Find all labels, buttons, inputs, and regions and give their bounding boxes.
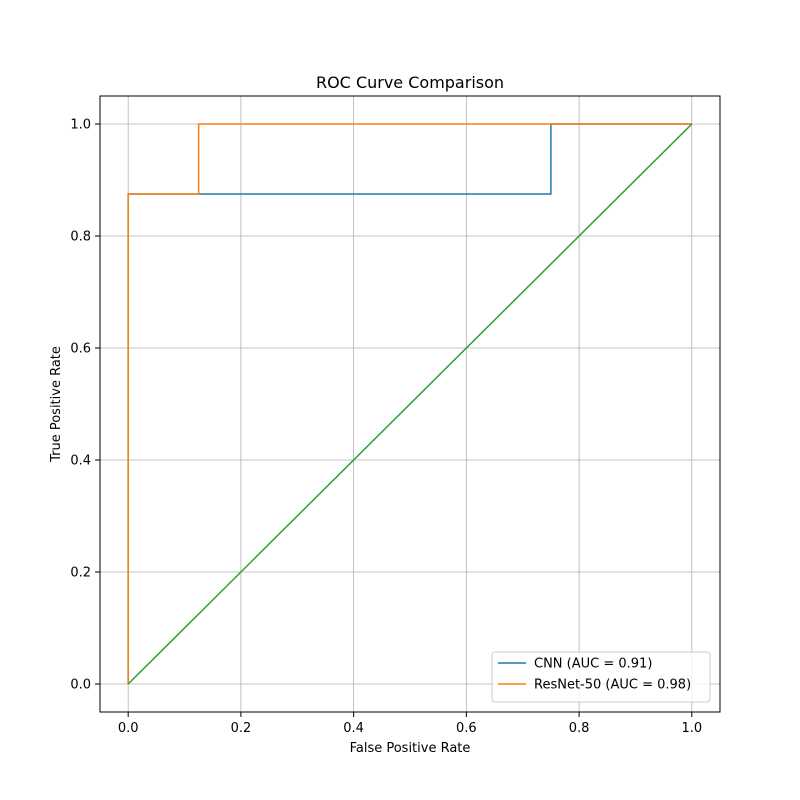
legend-box <box>491 651 711 703</box>
grid <box>100 96 720 712</box>
y-tick-label: 0.4 <box>70 454 91 469</box>
x-tick-label: 1.0 <box>681 721 702 736</box>
chart-title: ROC Curve Comparison <box>316 73 504 92</box>
x-tick-label: 0.0 <box>118 721 139 736</box>
y-tick-label: 1.0 <box>70 118 91 133</box>
x-axis-label: False Positive Rate <box>350 741 471 756</box>
plot-frame <box>99 95 721 713</box>
x-tick-label: 0.8 <box>569 721 590 736</box>
legend-label: ResNet-50 (AUC = 0.98) <box>534 678 691 693</box>
y-tick-label: 0.2 <box>70 566 91 581</box>
series-group <box>127 123 693 685</box>
axis-ticks: 0.0 0.2 0.4 0.6 0.8 1.0 0.0 0.2 0.4 0.6 0.8 1.0 <box>70 118 702 737</box>
y-tick-label: 0.8 <box>70 230 91 245</box>
x-tick-label: 0.4 <box>343 721 364 736</box>
series-line-2 <box>127 123 693 685</box>
y-tick-label: 0.0 <box>70 678 91 693</box>
y-axis-label: True Positive Rate <box>49 346 64 463</box>
x-tick-label: 0.6 <box>456 721 477 736</box>
series-line-1 <box>127 123 692 684</box>
legend: CNN (AUC = 0.91) ResNet-50 (AUC = 0.98) <box>491 651 711 703</box>
y-tick-label: 0.6 <box>70 342 91 357</box>
legend-label: CNN (AUC = 0.91) <box>534 657 652 672</box>
x-tick-label: 0.2 <box>231 721 252 736</box>
